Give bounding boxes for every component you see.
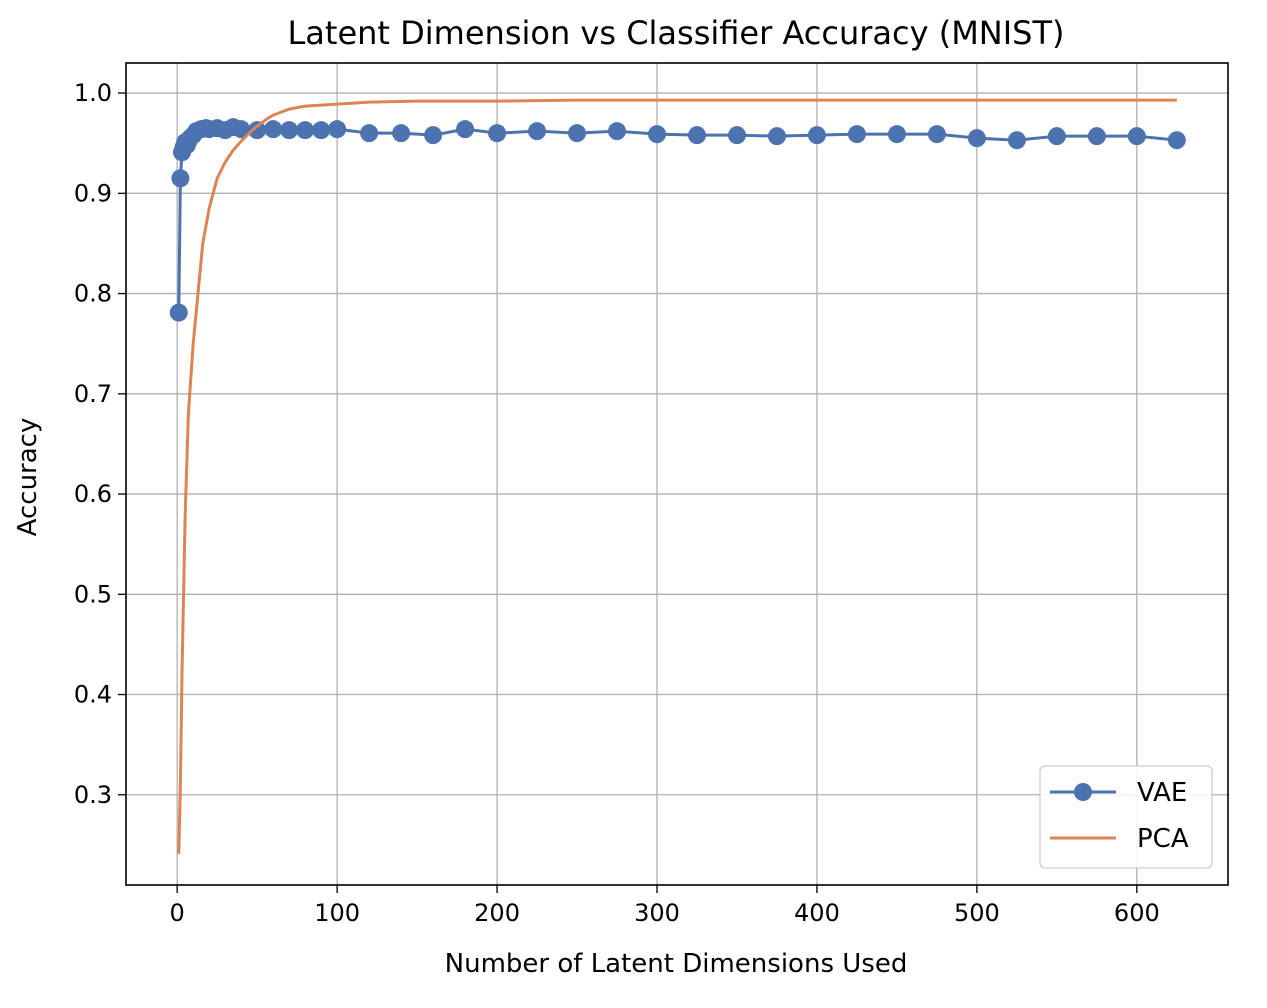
data-point-vae <box>1007 131 1026 150</box>
data-point-vae <box>488 124 507 143</box>
data-point-vae <box>927 125 946 144</box>
x-tick-label: 300 <box>634 899 680 927</box>
y-tick-label: 1.0 <box>74 79 112 107</box>
data-point-vae <box>767 127 786 146</box>
y-tick-label: 0.5 <box>74 580 112 608</box>
data-point-vae <box>296 121 315 140</box>
x-tick-label: 600 <box>1114 899 1160 927</box>
y-tick-label: 0.8 <box>74 280 112 308</box>
data-point-vae <box>264 120 283 139</box>
data-point-vae <box>648 125 667 144</box>
data-point-vae <box>312 121 331 140</box>
data-point-vae <box>807 126 826 145</box>
data-point-vae <box>1047 127 1066 146</box>
legend-pca-label: PCA <box>1137 824 1189 854</box>
plot-frame <box>125 62 1229 886</box>
data-point-vae <box>528 122 547 141</box>
data-point-vae <box>967 129 986 148</box>
data-point-vae <box>392 124 411 143</box>
data-point-vae <box>360 124 379 143</box>
y-axis-label: Accuracy <box>13 418 43 537</box>
y-tick-label: 0.4 <box>74 681 112 709</box>
x-tick-label: 0 <box>170 899 185 927</box>
data-point-vae <box>1167 131 1186 150</box>
data-point-vae <box>887 125 906 144</box>
y-tick-label: 0.6 <box>74 480 112 508</box>
data-point-vae <box>1127 127 1146 146</box>
data-point-vae <box>456 120 475 139</box>
series-line-vae <box>177 125 1177 313</box>
legend: VAE PCA <box>1039 765 1213 869</box>
data-point-vae <box>169 303 188 322</box>
legend-vae-label: VAE <box>1137 778 1187 808</box>
data-point-vae <box>232 120 251 139</box>
x-tick-label: 400 <box>794 899 840 927</box>
data-point-vae <box>687 126 706 145</box>
y-tick-label: 0.7 <box>74 380 112 408</box>
data-point-vae <box>1087 127 1106 146</box>
data-point-vae <box>328 120 347 139</box>
x-axis-label: Number of Latent Dimensions Used <box>445 949 908 979</box>
data-point-vae <box>248 121 267 140</box>
data-point-vae <box>727 126 746 145</box>
data-point-vae <box>280 121 299 140</box>
x-tick-label: 200 <box>474 899 520 927</box>
data-point-vae <box>847 125 866 144</box>
x-tick-label: 500 <box>954 899 1000 927</box>
series-line-pca <box>177 98 1177 854</box>
chart-title: Latent Dimension vs Classifier Accuracy … <box>287 14 1064 52</box>
data-point-vae <box>608 122 627 141</box>
x-tick-label: 100 <box>314 899 360 927</box>
y-tick-label: 0.9 <box>74 179 112 207</box>
y-tick-label: 0.3 <box>74 781 112 809</box>
legend-vae-marker <box>1074 783 1092 801</box>
ticks: 0 100 200 300 400 500 600 0.3 0.4 0.5 0.6 0.7 0.8 0.9… <box>74 79 1160 927</box>
data-point-vae <box>568 124 587 143</box>
data-point-vae <box>424 126 443 145</box>
series-layer <box>169 98 1186 854</box>
grid <box>126 63 1228 885</box>
data-point-vae <box>171 169 190 188</box>
